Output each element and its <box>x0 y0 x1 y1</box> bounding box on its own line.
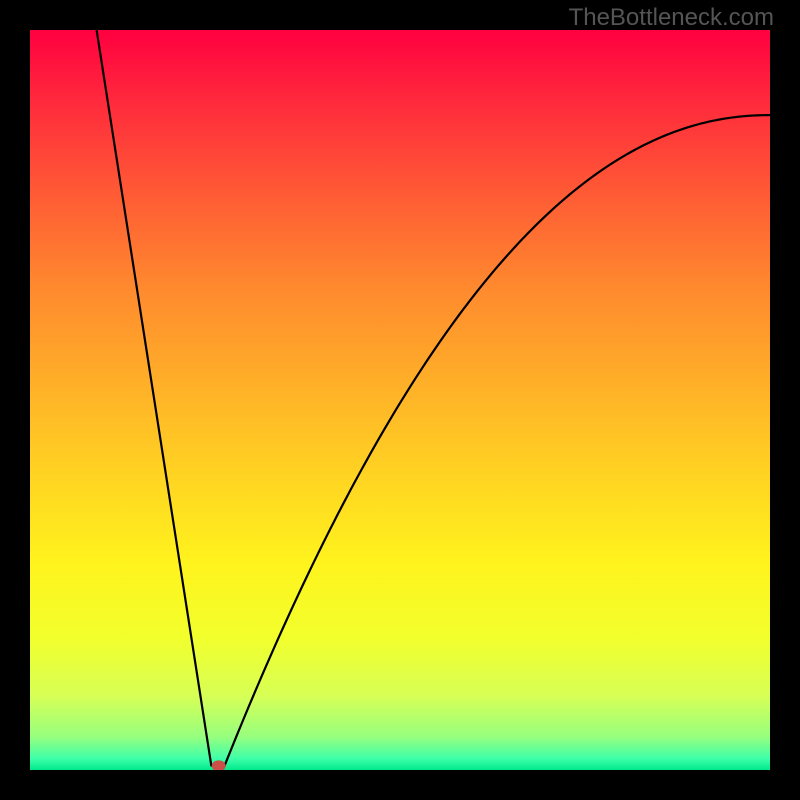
chart-plot-area <box>30 30 770 770</box>
chart-background <box>30 30 770 770</box>
watermark-label: TheBottleneck.com <box>569 4 774 32</box>
chart-svg <box>30 30 770 770</box>
